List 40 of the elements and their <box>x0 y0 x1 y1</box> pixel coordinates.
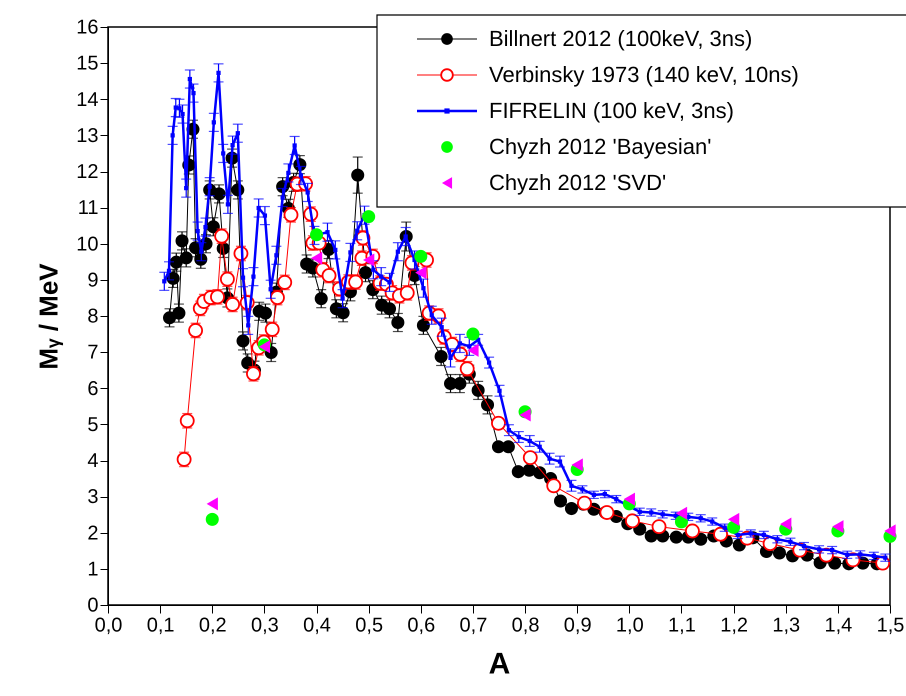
y-tick-label: 11 <box>78 197 98 220</box>
x-tick-label: 1,5 <box>876 614 904 636</box>
y-tick-label: 3 <box>87 486 98 508</box>
x-tick-label: 0,2 <box>198 614 227 636</box>
y-tick-label: 2 <box>87 522 98 544</box>
x-tick-label: 0,7 <box>460 614 488 636</box>
x-axis-title: A <box>488 648 510 680</box>
y-tick-label: 13 <box>76 124 98 147</box>
x-tick-label: 0,8 <box>512 614 540 636</box>
legend-label: Verbinsky 1973 (140 keV, 10ns) <box>489 62 799 87</box>
x-tick-label: 0,6 <box>407 614 436 636</box>
y-tick-label: 16 <box>76 16 98 38</box>
legend-label: Billnert 2012 (100keV, 3ns) <box>489 26 752 51</box>
x-tick-label: 1,4 <box>824 614 852 636</box>
y-tick-label: 14 <box>76 88 98 111</box>
y-tick-label: 7 <box>87 342 98 364</box>
legend-label: Chyzh 2012 'SVD' <box>489 170 666 195</box>
x-tick-label: 0,5 <box>355 614 384 636</box>
x-tick-label: 0,0 <box>94 614 122 636</box>
x-tick-label: 0,9 <box>564 614 592 636</box>
y-axis-title: Mᵧ / MeV <box>33 262 64 370</box>
y-tick-label: 12 <box>76 161 98 183</box>
x-tick-label: 1,3 <box>772 614 800 636</box>
y-tick-label: 8 <box>87 306 98 328</box>
x-tick-label: 0,1 <box>146 614 175 636</box>
x-tick-label: 0,4 <box>303 614 331 636</box>
y-tick-label: 10 <box>76 233 98 256</box>
y-tick-label: 5 <box>87 414 98 436</box>
x-tick-label: 1,1 <box>668 614 696 636</box>
y-tick-label: 4 <box>87 450 98 472</box>
x-tick-label: 0,3 <box>250 614 279 636</box>
y-tick-label: 0 <box>87 594 98 616</box>
y-tick-label: 15 <box>76 52 98 75</box>
x-tick-label: 1,2 <box>720 614 748 636</box>
y-tick-label: 6 <box>87 378 98 400</box>
legend-label: FIFRELIN (100 keV, 3ns) <box>489 98 734 123</box>
y-tick-label: 9 <box>87 269 98 292</box>
legend-label: Chyzh 2012 'Bayesian' <box>489 134 712 159</box>
y-tick-label: 1 <box>87 558 98 580</box>
x-tick-label: 1,0 <box>616 614 644 636</box>
